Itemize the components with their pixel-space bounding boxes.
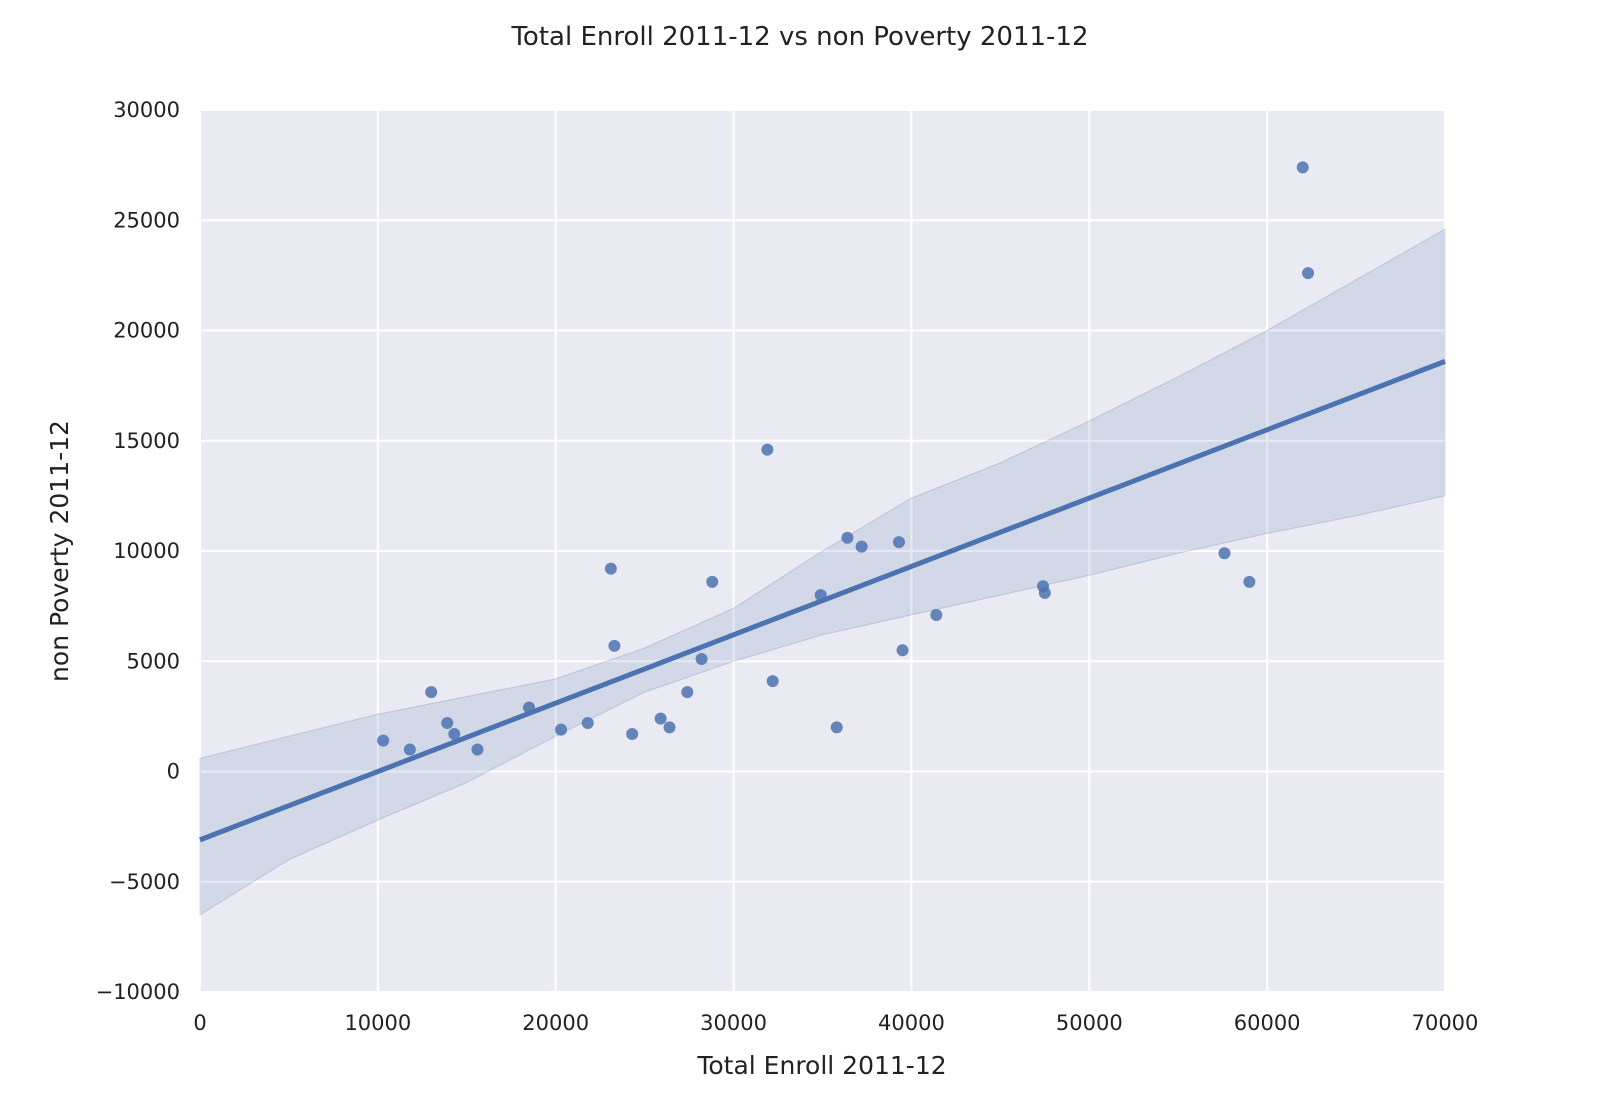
data-point xyxy=(604,562,617,575)
data-point xyxy=(855,540,868,553)
data-point xyxy=(581,716,594,729)
data-point xyxy=(377,734,390,747)
y-tick-label: 30000 xyxy=(113,98,180,122)
data-point xyxy=(471,743,484,756)
data-point xyxy=(1218,547,1231,560)
y-tick-label: 15000 xyxy=(113,429,180,453)
y-tick-label: −10000 xyxy=(96,980,180,1004)
data-point xyxy=(555,723,568,736)
y-tick-label: 20000 xyxy=(113,319,180,343)
y-tick-label: 5000 xyxy=(127,649,180,673)
x-tick-label: 30000 xyxy=(700,1011,767,1035)
data-point xyxy=(1038,586,1051,599)
data-point xyxy=(896,644,909,657)
x-tick-label: 0 xyxy=(193,1011,206,1035)
x-tick-label: 60000 xyxy=(1234,1011,1301,1035)
confidence-band-layer xyxy=(199,228,1446,916)
y-axis-label: non Poverty 2011-12 xyxy=(45,420,74,682)
x-tick-label: 20000 xyxy=(522,1011,589,1035)
data-point xyxy=(930,608,943,621)
data-point xyxy=(814,589,827,602)
y-tick-label: 0 xyxy=(167,760,180,784)
data-point xyxy=(608,639,621,652)
data-point xyxy=(681,686,694,699)
data-point xyxy=(1243,575,1256,588)
confidence-band xyxy=(199,228,1446,916)
data-point xyxy=(523,701,536,714)
data-point xyxy=(830,721,843,734)
data-point xyxy=(654,712,667,725)
y-tick-labels: −10000 −5000 0 5000 10000 15000 20000 25000 3000… xyxy=(96,98,180,1004)
x-tick-labels: 0 10000 20000 30000 40000 50000 60000 70000 xyxy=(193,1011,1478,1035)
x-tick-label: 70000 xyxy=(1412,1011,1479,1035)
data-point xyxy=(441,716,454,729)
data-point xyxy=(892,536,905,549)
data-point xyxy=(425,686,438,699)
data-point xyxy=(1302,267,1315,280)
x-tick-label: 50000 xyxy=(1056,1011,1123,1035)
data-point xyxy=(841,531,854,544)
data-point xyxy=(663,721,676,734)
x-tick-label: 10000 xyxy=(344,1011,411,1035)
data-point xyxy=(626,728,639,741)
x-tick-label: 40000 xyxy=(878,1011,945,1035)
y-tick-label: 10000 xyxy=(113,539,180,563)
data-point xyxy=(761,443,774,456)
data-point xyxy=(448,728,461,741)
y-gridlines xyxy=(200,109,1445,993)
data-point xyxy=(403,743,416,756)
chart-title: Total Enroll 2011-12 vs non Poverty 2011… xyxy=(510,22,1088,52)
data-point xyxy=(1296,161,1309,174)
data-point xyxy=(706,575,719,588)
y-tick-label: 25000 xyxy=(113,208,180,232)
data-point xyxy=(695,653,708,666)
data-point xyxy=(766,675,779,688)
x-axis-label: Total Enroll 2011-12 xyxy=(696,1051,946,1080)
data-points-layer xyxy=(377,161,1315,756)
y-tick-label: −5000 xyxy=(109,870,180,894)
